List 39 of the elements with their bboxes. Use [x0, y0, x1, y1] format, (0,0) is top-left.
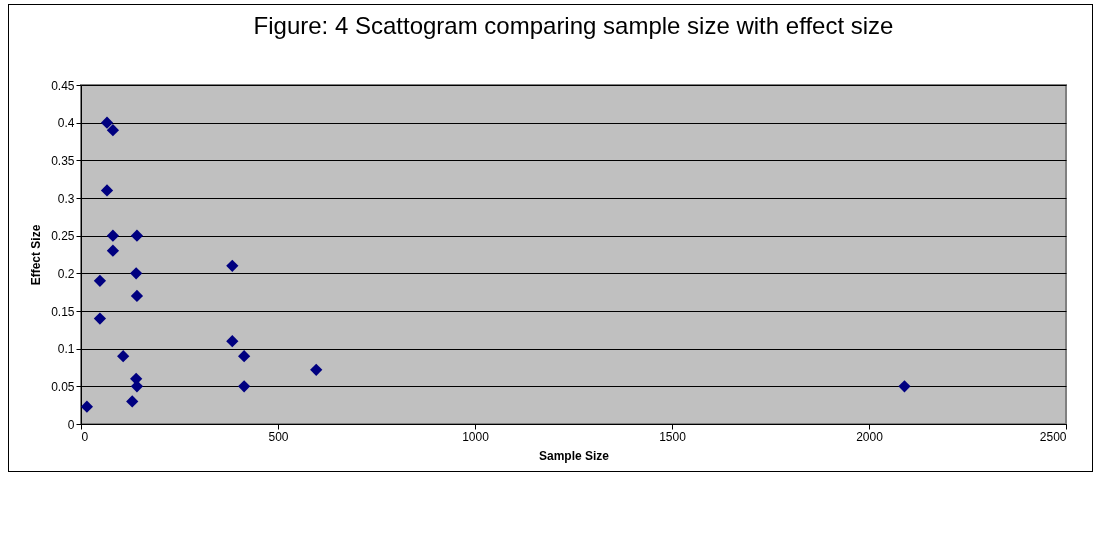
chart-title: Figure: 4 Scattogram comparing sample size with effect size: [253, 12, 894, 39]
y-tick-label: 0.1: [57, 342, 75, 357]
point: [80, 400, 94, 413]
x-tick-label: 1000: [462, 429, 490, 444]
x-tick-label: 2500: [1039, 429, 1067, 444]
x-tick-label: 0: [81, 429, 89, 444]
point: [237, 380, 251, 393]
point: [226, 335, 239, 348]
x-tick-label: 500: [268, 429, 289, 444]
x-tick-label: 2000: [856, 429, 884, 444]
point: [117, 350, 130, 363]
point: [93, 312, 107, 325]
point: [100, 184, 114, 197]
y-tick-label: 0: [67, 417, 75, 432]
y-tick-label: 0.45: [51, 78, 75, 93]
y-axis-title: Effect Size: [29, 224, 44, 286]
point: [93, 274, 107, 287]
y-tick-label: 0.2: [57, 266, 75, 281]
point: [100, 116, 114, 129]
y-tick-label: 0.35: [51, 153, 75, 168]
x-tick-label: 1500: [659, 429, 687, 444]
point: [898, 380, 911, 393]
point: [310, 363, 323, 376]
y-tick-label: 0.4: [57, 116, 75, 131]
point: [106, 124, 120, 137]
x-axis-title: Sample Size: [538, 448, 610, 463]
y-tick-label: 0.05: [51, 379, 75, 394]
point: [130, 289, 144, 303]
point: [226, 259, 239, 272]
point: [130, 229, 144, 242]
point: [106, 229, 120, 242]
y-tick-label: 0.3: [57, 191, 75, 206]
point: [106, 244, 120, 257]
y-tick-label: 0.15: [51, 304, 75, 319]
point: [126, 395, 139, 408]
point: [130, 380, 144, 393]
point: [130, 267, 143, 280]
point: [237, 350, 251, 363]
y-tick-label: 0.25: [51, 229, 75, 244]
